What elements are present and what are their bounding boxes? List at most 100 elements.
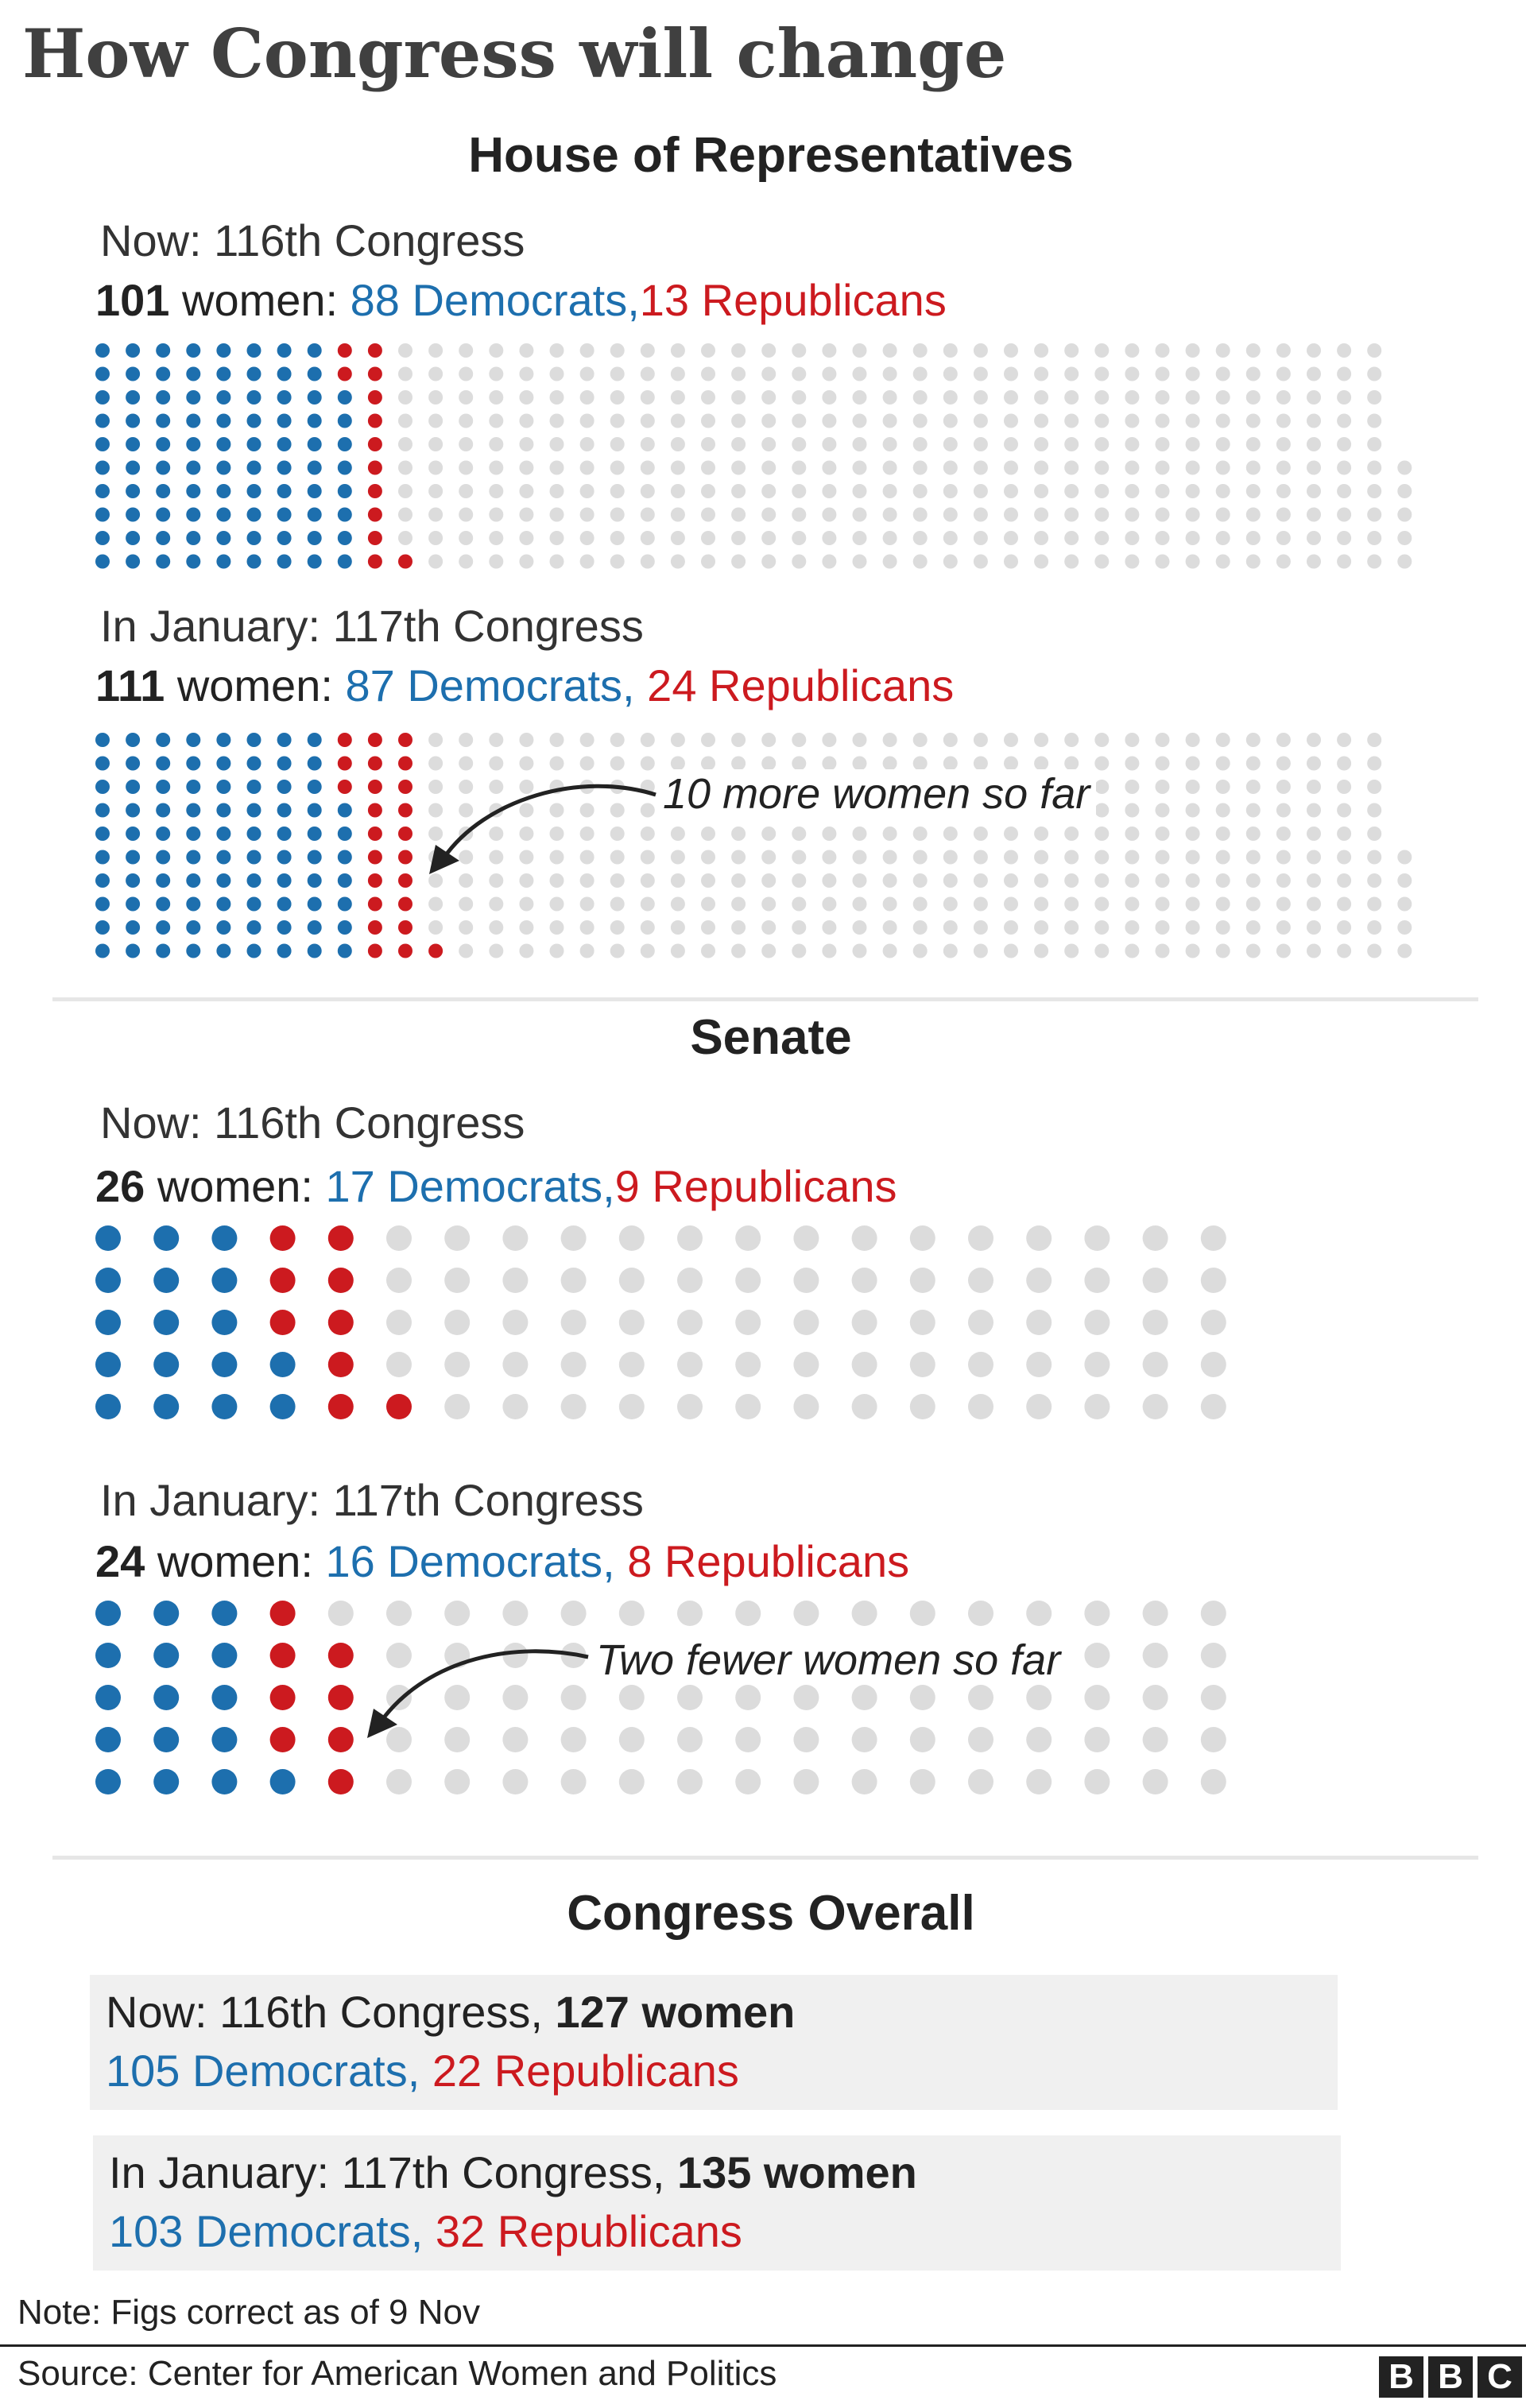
empty-seat-dot xyxy=(560,1352,587,1377)
empty-seat-dot xyxy=(1125,803,1140,818)
democrat-seat-dot xyxy=(216,733,231,747)
empty-seat-dot xyxy=(618,1685,645,1710)
democrat-seat-dot xyxy=(186,437,201,451)
empty-seat-dot xyxy=(761,390,777,405)
empty-seat-dot xyxy=(761,733,777,747)
empty-seat-dot xyxy=(1155,803,1170,818)
empty-seat-dot xyxy=(489,920,504,935)
empty-seat-dot xyxy=(1337,343,1352,358)
empty-seat-dot xyxy=(701,756,715,771)
empty-seat-dot xyxy=(1215,896,1230,912)
empty-seat-dot xyxy=(1245,554,1261,569)
senate-jan-waffle xyxy=(95,1601,1226,1794)
democrat-seat-dot xyxy=(277,484,292,498)
empty-seat-dot xyxy=(731,460,746,475)
empty-seat-dot xyxy=(882,896,897,912)
empty-seat-dot xyxy=(1367,827,1382,841)
senate-jan-total: 24 xyxy=(95,1536,145,1586)
empty-seat-dot xyxy=(1276,554,1291,569)
empty-seat-dot xyxy=(1064,873,1079,888)
democrat-seat-dot xyxy=(307,943,322,958)
overall-now-dem: 105 Democrats, xyxy=(106,2046,420,2096)
democrat-seat-dot xyxy=(211,1352,238,1377)
republican-seat-dot xyxy=(428,943,443,958)
empty-seat-dot xyxy=(444,1394,471,1419)
democrat-seat-dot xyxy=(186,366,201,381)
empty-seat-dot xyxy=(489,873,504,888)
empty-seat-dot xyxy=(459,943,474,958)
empty-seat-dot xyxy=(1397,920,1412,935)
empty-seat-dot xyxy=(444,1310,471,1335)
empty-seat-dot xyxy=(1276,343,1291,358)
empty-seat-dot xyxy=(444,1225,471,1251)
empty-seat-dot xyxy=(973,343,988,358)
empty-seat-dot xyxy=(793,1268,819,1293)
empty-seat-dot xyxy=(909,1394,935,1419)
empty-seat-dot xyxy=(1245,850,1261,865)
empty-seat-dot xyxy=(459,343,474,358)
democrat-seat-dot xyxy=(246,733,261,747)
empty-seat-dot xyxy=(912,413,928,428)
empty-seat-dot xyxy=(1064,756,1079,771)
empty-seat-dot xyxy=(1004,413,1018,428)
empty-seat-dot xyxy=(1064,920,1079,935)
empty-seat-dot xyxy=(1125,920,1140,935)
empty-seat-dot xyxy=(1094,780,1110,794)
empty-seat-dot xyxy=(793,1394,819,1419)
empty-seat-dot xyxy=(973,827,988,841)
empty-seat-dot xyxy=(428,733,443,747)
empty-seat-dot xyxy=(610,896,625,912)
empty-seat-dot xyxy=(579,733,595,747)
empty-seat-dot xyxy=(852,896,867,912)
empty-seat-dot xyxy=(640,803,655,818)
empty-seat-dot xyxy=(489,827,504,841)
democrat-seat-dot xyxy=(307,850,322,865)
democrat-seat-dot xyxy=(277,943,292,958)
empty-seat-dot xyxy=(731,896,746,912)
empty-seat-dot xyxy=(761,460,777,475)
democrat-seat-dot xyxy=(126,507,141,522)
empty-seat-dot xyxy=(731,554,746,569)
empty-seat-dot xyxy=(670,756,685,771)
empty-seat-dot xyxy=(1307,733,1321,747)
democrat-seat-dot xyxy=(186,343,201,358)
empty-seat-dot xyxy=(1307,803,1321,818)
republican-seat-dot xyxy=(367,390,382,405)
empty-seat-dot xyxy=(761,554,777,569)
empty-seat-dot xyxy=(640,484,655,498)
empty-seat-dot xyxy=(489,896,504,912)
empty-seat-dot xyxy=(1200,1352,1226,1377)
empty-seat-dot xyxy=(968,1268,993,1293)
empty-seat-dot xyxy=(1155,484,1170,498)
democrat-seat-dot xyxy=(246,896,261,912)
democrat-seat-dot xyxy=(277,343,292,358)
empty-seat-dot xyxy=(731,437,746,451)
empty-seat-dot xyxy=(640,343,655,358)
empty-seat-dot xyxy=(1215,343,1230,358)
overall-jan-total: 135 women xyxy=(676,2147,917,2197)
democrat-seat-dot xyxy=(156,460,171,475)
empty-seat-dot xyxy=(1084,1268,1110,1293)
empty-seat-dot xyxy=(1034,484,1049,498)
empty-seat-dot xyxy=(761,827,777,841)
empty-seat-dot xyxy=(851,1727,877,1752)
senate-now-waffle xyxy=(95,1225,1226,1419)
empty-seat-dot xyxy=(761,507,777,522)
democrat-seat-dot xyxy=(246,554,261,569)
senate-heading: Senate xyxy=(690,1010,852,1065)
overall-now-line: Now: 116th Congress, 127 women xyxy=(106,1986,795,2038)
empty-seat-dot xyxy=(792,943,807,958)
empty-seat-dot xyxy=(1337,733,1352,747)
empty-seat-dot xyxy=(968,1601,993,1626)
democrat-seat-dot xyxy=(307,460,322,475)
democrat-seat-dot xyxy=(277,756,292,771)
empty-seat-dot xyxy=(610,920,625,935)
empty-seat-dot xyxy=(1034,827,1049,841)
empty-seat-dot xyxy=(701,390,715,405)
house-jan-waffle xyxy=(95,733,1412,958)
republican-seat-dot xyxy=(367,803,382,818)
empty-seat-dot xyxy=(1026,1225,1052,1251)
empty-seat-dot xyxy=(1155,850,1170,865)
empty-seat-dot xyxy=(1367,850,1382,865)
empty-seat-dot xyxy=(618,1769,645,1794)
